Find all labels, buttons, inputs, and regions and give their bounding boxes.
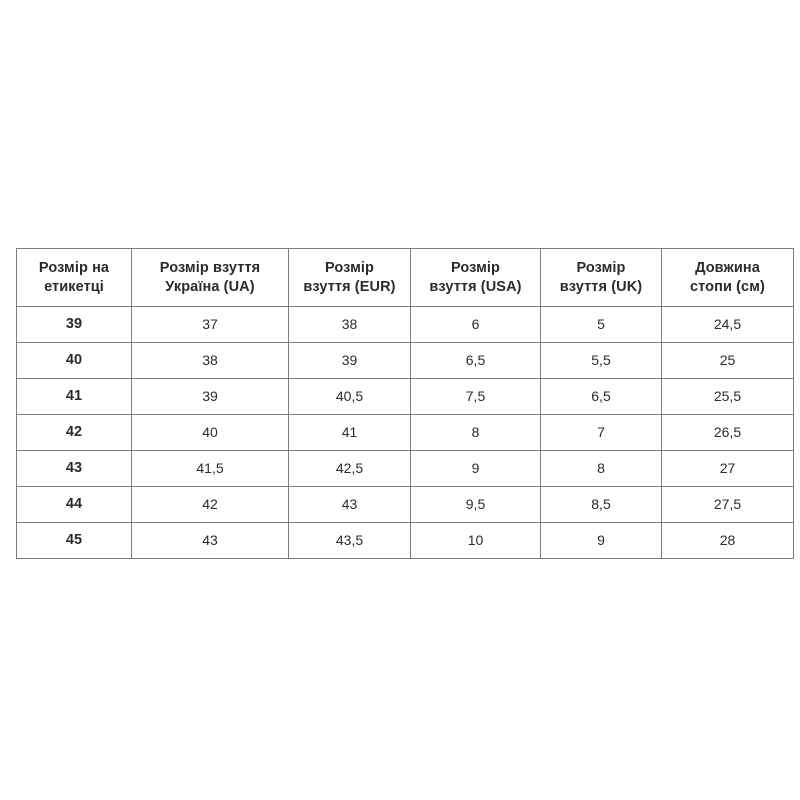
- cell-label-size: 39: [16, 306, 132, 343]
- cell-ua-size: 37: [131, 306, 289, 343]
- header-line-1: Довжина: [695, 259, 760, 276]
- header-line-1: Розмір на: [38, 259, 110, 276]
- column-header-usa-size: Розмір взуття (USA): [410, 248, 541, 307]
- cell-label-size: 42: [16, 414, 132, 451]
- cell-eur-size: 43: [288, 486, 411, 523]
- cell-ua-size: 39: [131, 378, 289, 415]
- cell-foot-length: 25: [661, 342, 794, 379]
- cell-foot-length: 27,5: [661, 486, 794, 523]
- table-row: 40 38 39 6,5 5,5 25: [16, 342, 794, 379]
- header-line-2: етикетці: [44, 278, 104, 295]
- cell-label-size: 43: [16, 450, 132, 487]
- table-row: 42 40 41 8 7 26,5: [16, 414, 794, 451]
- column-header-eur-size: Розмір взуття (EUR): [288, 248, 411, 307]
- cell-uk-size: 5: [540, 306, 662, 343]
- header-line-1: Розмір взуття: [159, 259, 261, 276]
- cell-label-size: 40: [16, 342, 132, 379]
- column-header-uk-size: Розмір взуття (UK): [540, 248, 662, 307]
- table-row: 43 41,5 42,5 9 8 27: [16, 450, 794, 487]
- cell-eur-size: 41: [288, 414, 411, 451]
- cell-label-size: 44: [16, 486, 132, 523]
- cell-eur-size: 38: [288, 306, 411, 343]
- cell-usa-size: 8: [410, 414, 541, 451]
- cell-uk-size: 8,5: [540, 486, 662, 523]
- table-body: 39 37 38 6 5 24,5 40 38 39 6,5 5,5 25 41 39 40,5 7,5 6,5…: [16, 306, 794, 559]
- cell-uk-size: 5,5: [540, 342, 662, 379]
- cell-foot-length: 24,5: [661, 306, 794, 343]
- column-header-label-size: Розмір на етикетці: [16, 248, 132, 307]
- cell-uk-size: 8: [540, 450, 662, 487]
- cell-eur-size: 40,5: [288, 378, 411, 415]
- header-line-1: Розмір: [324, 259, 375, 276]
- cell-foot-length: 27: [661, 450, 794, 487]
- header-line-2: стопи (см): [690, 278, 765, 295]
- table-row: 41 39 40,5 7,5 6,5 25,5: [16, 378, 794, 415]
- cell-usa-size: 7,5: [410, 378, 541, 415]
- cell-usa-size: 10: [410, 522, 541, 559]
- header-line-2: взуття (EUR): [303, 278, 396, 295]
- cell-uk-size: 7: [540, 414, 662, 451]
- header-line-2: взуття (UK): [559, 278, 643, 295]
- column-header-ua-size: Розмір взуття Україна (UA): [131, 248, 289, 307]
- cell-label-size: 45: [16, 522, 132, 559]
- cell-uk-size: 6,5: [540, 378, 662, 415]
- cell-usa-size: 6,5: [410, 342, 541, 379]
- cell-eur-size: 42,5: [288, 450, 411, 487]
- cell-ua-size: 40: [131, 414, 289, 451]
- cell-eur-size: 39: [288, 342, 411, 379]
- cell-foot-length: 25,5: [661, 378, 794, 415]
- table-row: 44 42 43 9,5 8,5 27,5: [16, 486, 794, 523]
- cell-usa-size: 6: [410, 306, 541, 343]
- cell-usa-size: 9: [410, 450, 541, 487]
- cell-foot-length: 28: [661, 522, 794, 559]
- cell-ua-size: 43: [131, 522, 289, 559]
- cell-usa-size: 9,5: [410, 486, 541, 523]
- cell-ua-size: 41,5: [131, 450, 289, 487]
- cell-ua-size: 38: [131, 342, 289, 379]
- header-line-1: Розмір: [576, 259, 626, 276]
- table-row: 45 43 43,5 10 9 28: [16, 522, 794, 559]
- cell-ua-size: 42: [131, 486, 289, 523]
- cell-eur-size: 43,5: [288, 522, 411, 559]
- size-table-container: Розмір на етикетці Розмір взуття Україна…: [16, 248, 794, 559]
- cell-foot-length: 26,5: [661, 414, 794, 451]
- shoe-size-table: Розмір на етикетці Розмір взуття Україна…: [16, 248, 794, 559]
- header-line-1: Розмір: [450, 259, 501, 276]
- header-line-2: взуття (USA): [429, 278, 522, 295]
- cell-label-size: 41: [16, 378, 132, 415]
- table-row: 39 37 38 6 5 24,5: [16, 306, 794, 343]
- cell-uk-size: 9: [540, 522, 662, 559]
- header-row: Розмір на етикетці Розмір взуття Україна…: [16, 248, 794, 307]
- column-header-foot-length: Довжина стопи (см): [661, 248, 794, 307]
- table-header: Розмір на етикетці Розмір взуття Україна…: [16, 248, 794, 307]
- header-line-2: Україна (UA): [165, 278, 255, 295]
